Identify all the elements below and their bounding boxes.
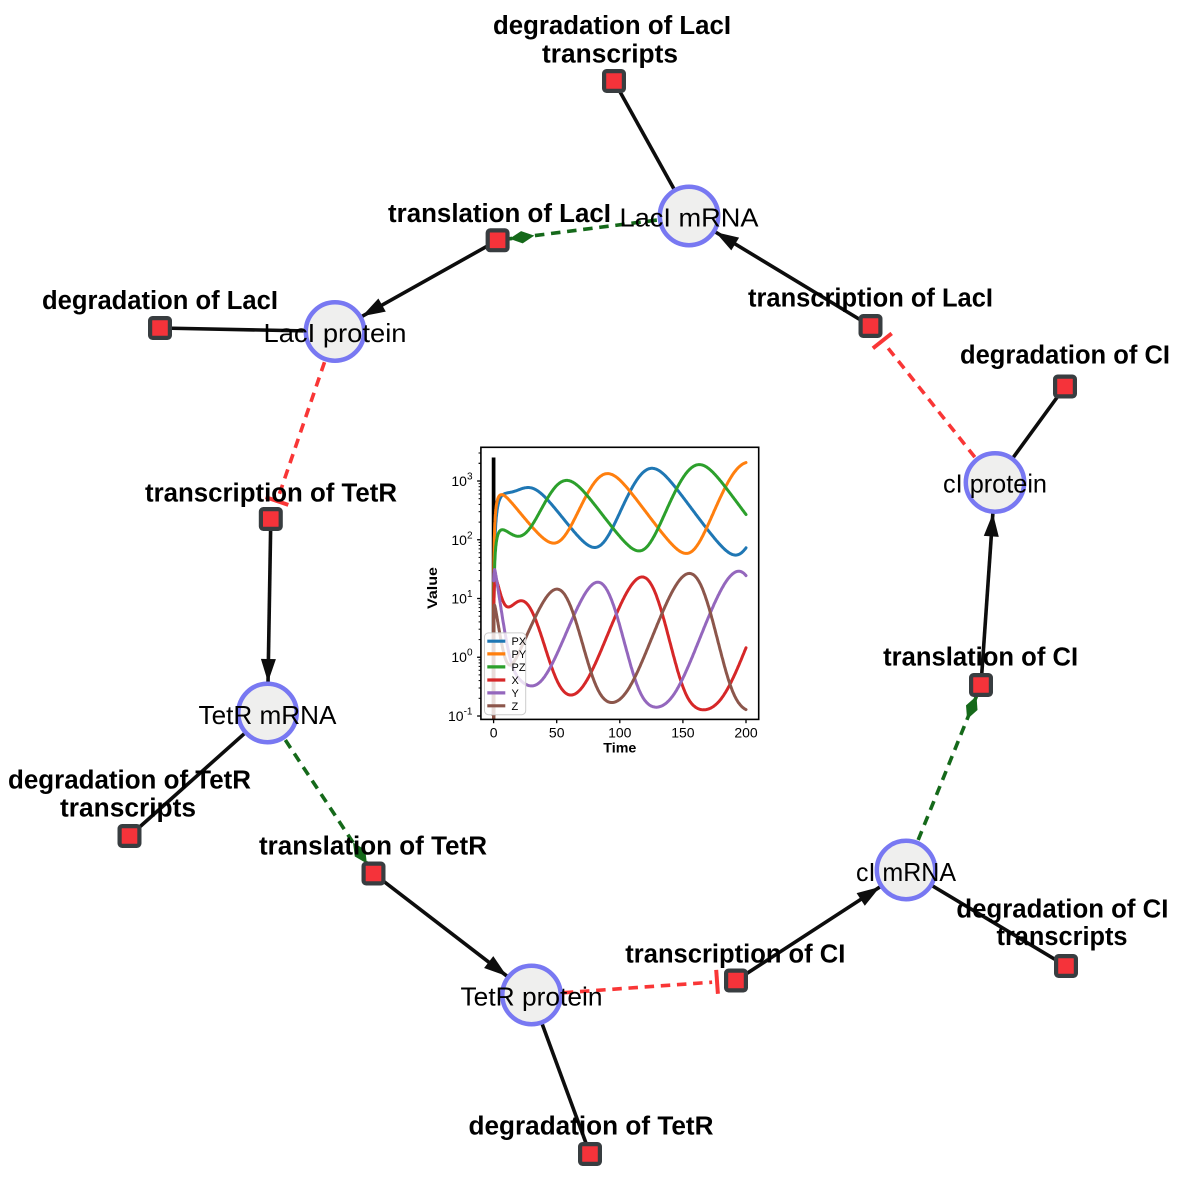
svg-text:transcription of CI: transcription of CI (625, 940, 845, 968)
svg-text:degradation of LacI: degradation of LacI (42, 287, 278, 315)
svg-text:TetR protein: TetR protein (461, 982, 603, 1012)
svg-text:100: 100 (608, 725, 632, 741)
svg-text:PY: PY (512, 649, 527, 661)
svg-text:Value: Value (424, 567, 440, 609)
svg-text:translation of TetR: translation of TetR (259, 833, 487, 861)
svg-text:translation of LacI: translation of LacI (388, 200, 611, 228)
svg-text:degradation of TetR: degradation of TetR (8, 766, 251, 794)
svg-text:transcription of TetR: transcription of TetR (145, 480, 397, 508)
svg-text:50: 50 (549, 725, 565, 741)
svg-text:LacI protein: LacI protein (264, 318, 407, 348)
svg-text:degradation of CI: degradation of CI (956, 896, 1168, 924)
svg-text:transcripts: transcripts (542, 40, 678, 68)
svg-text:PX: PX (512, 636, 527, 648)
svg-text:degradation of CI: degradation of CI (960, 342, 1170, 370)
svg-text:Time: Time (603, 740, 636, 756)
svg-text:Y: Y (512, 688, 520, 700)
svg-text:translation of CI: translation of CI (883, 644, 1078, 672)
svg-text:degradation of LacI: degradation of LacI (493, 12, 731, 40)
svg-text:cI mRNA: cI mRNA (856, 857, 957, 887)
svg-text:cI protein: cI protein (943, 469, 1047, 499)
svg-text:PZ: PZ (512, 662, 526, 674)
svg-text:X: X (512, 675, 520, 687)
svg-text:Z: Z (512, 701, 519, 713)
svg-text:TetR mRNA: TetR mRNA (199, 700, 338, 730)
svg-text:150: 150 (671, 725, 695, 741)
svg-text:0: 0 (490, 725, 498, 741)
svg-text:transcripts: transcripts (997, 923, 1128, 951)
svg-text:LacI mRNA: LacI mRNA (620, 203, 760, 233)
svg-text:transcripts: transcripts (60, 795, 196, 823)
svg-text:transcription of LacI: transcription of LacI (748, 285, 993, 313)
svg-text:degradation of TetR: degradation of TetR (469, 1113, 714, 1141)
svg-text:200: 200 (734, 725, 758, 741)
